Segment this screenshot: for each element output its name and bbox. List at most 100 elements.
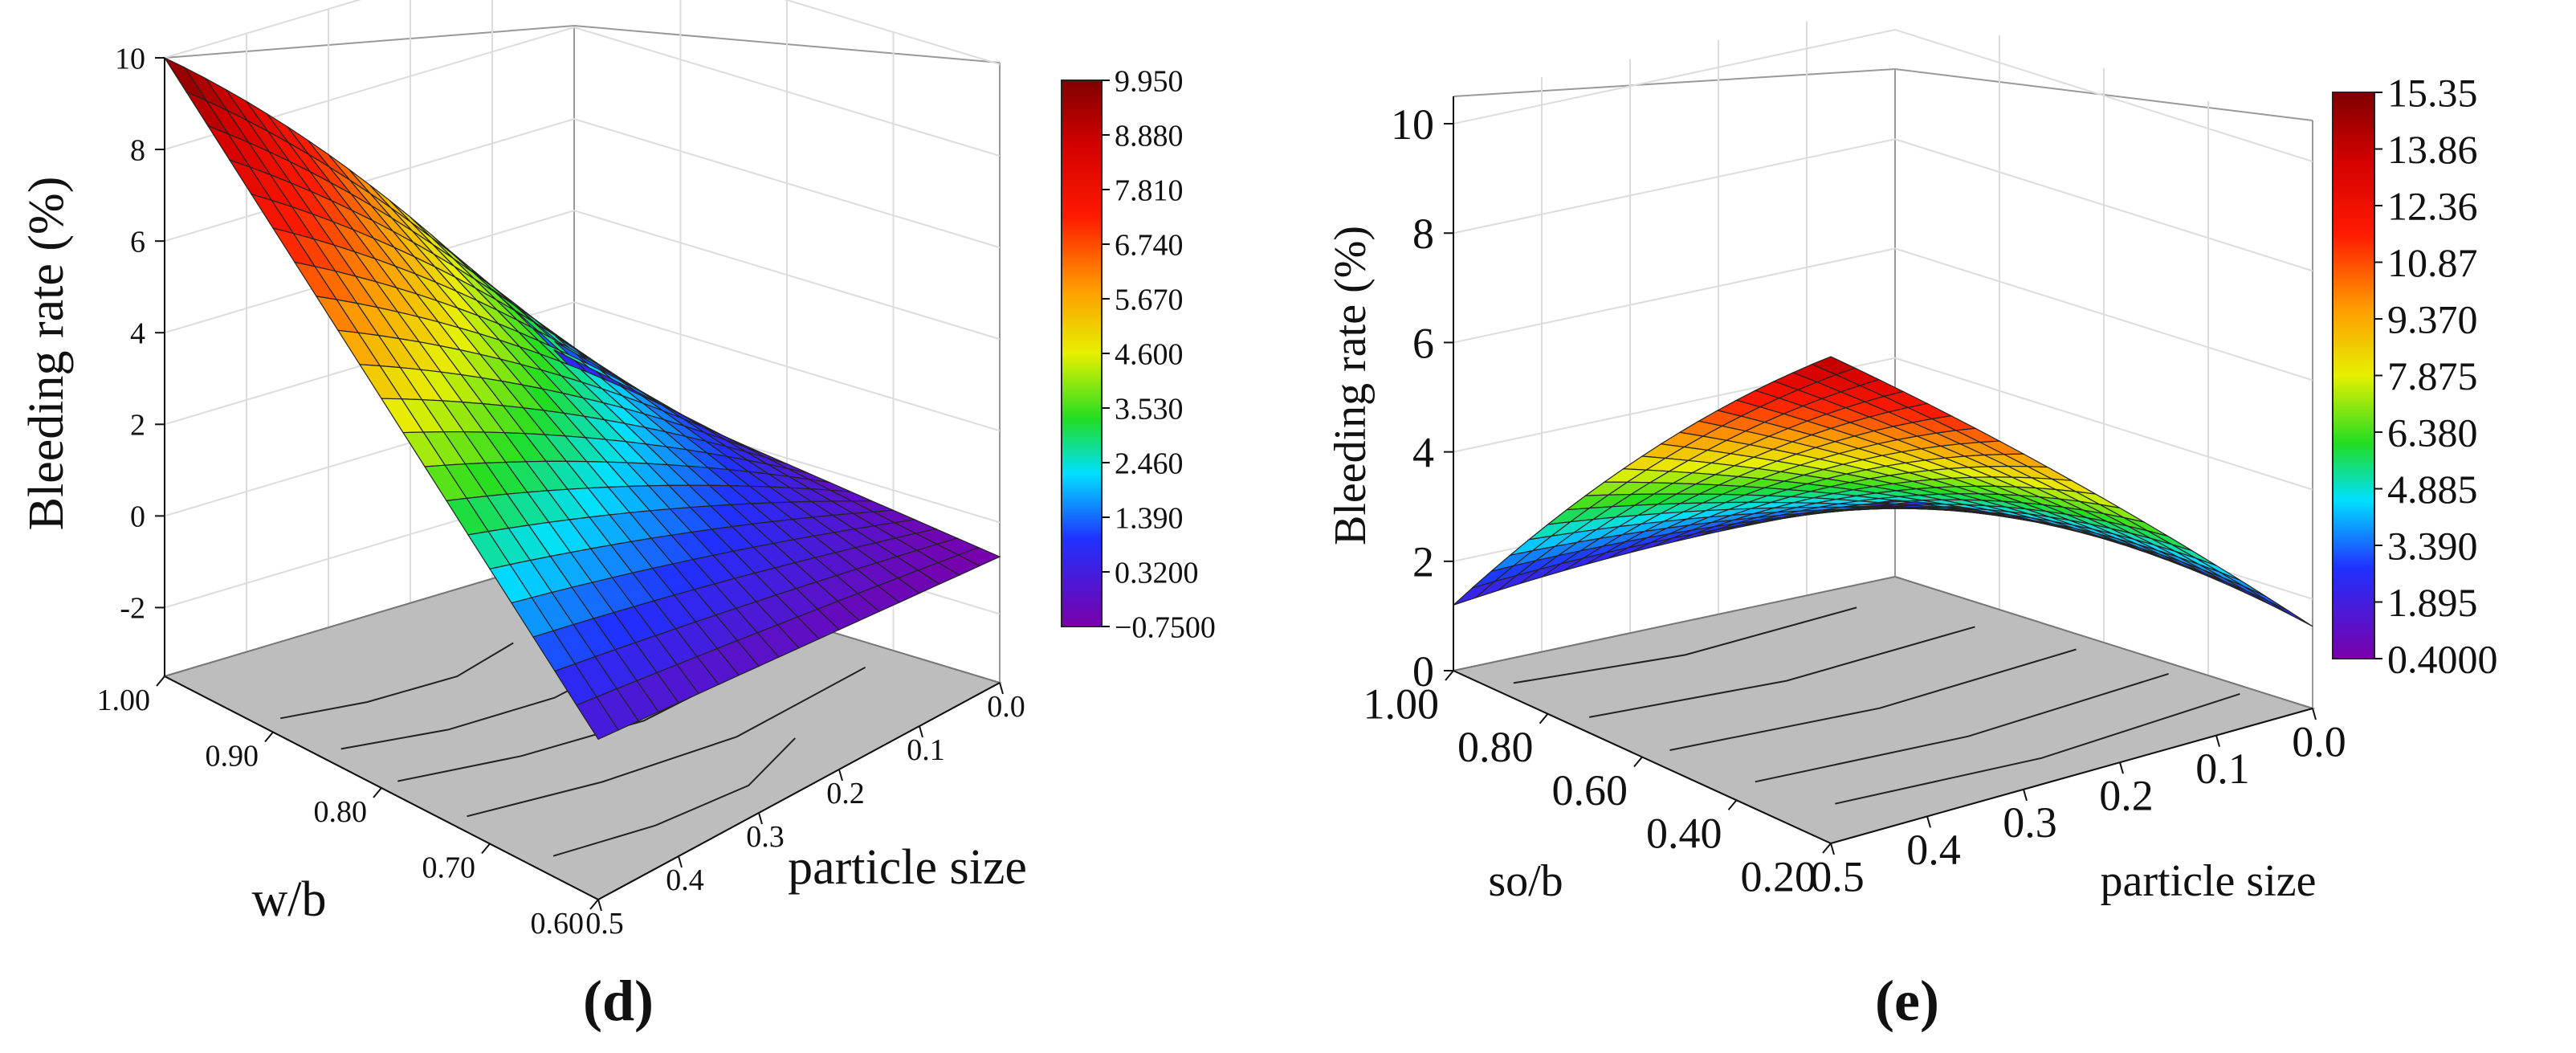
panel-e-contours [1513,606,2240,805]
z-tick-label: 10 [115,42,145,76]
y-tick-mark [597,899,602,912]
x-tick-label: 0.70 [422,851,476,884]
x-tick-label: 0.60 [531,907,585,941]
x-tick-label: 0.80 [314,795,368,829]
x-tick-mark [1445,670,1454,681]
colorbar-tick-label: 6.380 [2387,410,2478,455]
gridline-z [164,0,1001,65]
colorbar-tick-label: 8.880 [1115,119,1184,153]
gridline-z [1453,138,2313,272]
panel-d-y-axis-label: particle size [788,840,1027,895]
y-tick-label: 0.3 [746,820,785,854]
colorbar-tick-label: 1.895 [2387,580,2478,625]
panel-e-surface [1453,356,2313,627]
z-tick-label: 0 [130,500,145,534]
contour-line [1669,648,2077,751]
contour-line [1835,692,2240,805]
x-tick-mark [589,899,599,910]
x-tick-mark [1539,713,1549,724]
panel-d-surface [163,56,1001,741]
y-tick-label: 0.1 [2195,745,2250,793]
panel-d-label: (d) [583,969,654,1033]
z-tick-label: 10 [1391,100,1434,149]
y-tick-label: 0.4 [666,863,704,897]
panel-e-x-axis-label: so/b [1488,856,1563,906]
contour-line [467,667,866,818]
panel-d-z-axis-label: Bleeding rate (%) [19,177,74,531]
y-tick-label: 0.5 [585,907,624,941]
colorbar-tick-label: 9.950 [1115,64,1184,98]
x-tick-mark [156,675,165,687]
colorbar-tick-label: 1.390 [1115,501,1184,535]
x-tick-mark [481,843,491,855]
panel-e-label: (e) [1875,969,1939,1033]
x-tick-label: 0.60 [1552,766,1628,814]
panel-d: 10 8 6 4 2 0 -2 1.00 0.90 0.80 0.70 0.60 0.0 0.1 0.2… [19,0,1216,1033]
gridline-z [164,27,1001,157]
surface-cell [2267,600,2313,627]
y-tick-mark [838,769,843,782]
panel-e-colorbar: 15.35 13.86 12.36 10.87 9.370 7.875 6.380 4.885… [2332,71,2498,682]
contour-line [280,642,514,720]
y-tick-label: 0.1 [907,733,945,767]
colorbar-tick-label: 7.810 [1115,173,1184,207]
z-tick-label: 6 [1412,319,1434,367]
gridline-z [1453,357,2313,491]
z-tick-label: 6 [130,225,145,259]
x-tick-label: 1.00 [97,684,151,717]
z-tick-label: 4 [1412,429,1434,477]
y-tick-label: 0.0 [2292,717,2346,765]
y-tick-mark [2215,735,2220,747]
y-tick-mark [1926,816,1931,828]
x-tick-label: 0.90 [206,739,259,773]
z-tick-label: 8 [130,133,145,167]
panel-d-x-ticks: 1.00 0.90 0.80 0.70 0.60 [97,675,599,941]
colorbar-tick-label: 9.370 [2387,297,2478,342]
gridline-z [164,210,1001,341]
colorbar-tick-label: 4.885 [2387,467,2478,512]
colorbar-tick-label: 10.87 [2387,240,2478,285]
z-tick-label: 2 [130,409,145,443]
gridline-z [1453,247,2313,382]
y-tick-mark [758,812,763,825]
x-tick-label: 0.20 [1741,852,1817,900]
x-tick-mark [1633,756,1643,768]
panel-d-y-ticks: 0.0 0.1 0.2 0.3 0.4 0.5 [585,682,1025,941]
x-tick-label: 1.00 [1363,680,1440,728]
contour-line [1589,626,1975,718]
panel-e-z-axis-label: Bleeding rate (%) [1326,226,1376,545]
colorbar-tick-label: 3.390 [2387,524,2478,569]
colorbar-tick-label: 13.86 [2387,127,2478,172]
contour-line [1755,672,2169,783]
colorbar-tick-label: 0.4000 [2387,637,2498,682]
z-tick-label: 2 [1412,538,1434,586]
surface-cell [576,696,619,741]
panel-e-colorbar-ticks: 15.35 13.86 12.36 10.87 9.370 7.875 6.380 4.885… [2374,71,2498,682]
y-tick-label: 0.2 [826,777,865,810]
panel-e-y-axis [1830,708,2313,844]
surface-cell [1453,581,1495,606]
y-tick-label: 0.2 [2099,772,2154,820]
colorbar-tick-label: −0.7500 [1115,610,1216,644]
y-tick-mark [2119,761,2124,774]
colorbar-tick-label: 5.670 [1115,283,1184,316]
panel-e-y-ticks: 0.0 0.1 0.2 0.3 0.4 0.5 [1810,708,2346,900]
panel-e-x-ticks: 1.00 0.80 0.60 0.40 0.20 [1363,670,1832,900]
panel-e-y-axis-label: particle size [2101,856,2317,906]
colorbar-tick-label: 12.36 [2387,184,2478,229]
y-tick-mark [999,682,1004,695]
gridline-z [1453,29,2313,163]
y-tick-mark [2023,789,2028,802]
colorbar-tick-label: 2.460 [1115,447,1184,480]
panel-d-colorbar-bar [1061,80,1103,627]
x-tick-mark [1727,799,1738,810]
z-tick-label: 8 [1412,210,1434,258]
y-tick-label: 0.4 [1906,826,1961,874]
z-tick-label: 0 [1412,647,1434,696]
panel-d-colorbar-ticks: 9.950 8.880 7.810 6.740 5.670 4.600 3.530 2.460… [1102,64,1216,644]
panel-d-x-axis-label: w/b [252,872,327,927]
y-tick-mark [678,855,683,868]
colorbar-tick-label: 15.35 [2387,71,2478,116]
gridline-z [164,301,1001,432]
